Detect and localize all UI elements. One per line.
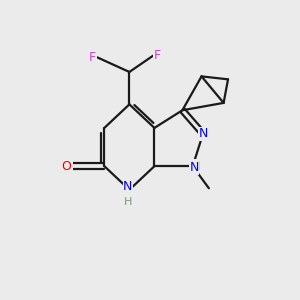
Text: N: N bbox=[190, 161, 199, 174]
Text: H: H bbox=[124, 198, 132, 208]
Text: F: F bbox=[155, 49, 162, 62]
Text: F: F bbox=[88, 50, 95, 63]
Text: N: N bbox=[198, 127, 208, 140]
Text: F: F bbox=[89, 51, 96, 64]
Text: N: N bbox=[123, 180, 133, 193]
Text: F: F bbox=[154, 49, 161, 62]
Text: H: H bbox=[124, 196, 132, 206]
Text: O: O bbox=[61, 160, 71, 173]
Text: N: N bbox=[191, 160, 200, 173]
Text: N: N bbox=[123, 182, 133, 195]
Text: O: O bbox=[63, 160, 73, 173]
Text: N: N bbox=[198, 127, 208, 140]
